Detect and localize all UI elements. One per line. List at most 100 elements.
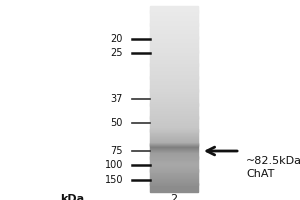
Bar xyxy=(150,15,198,16)
Bar xyxy=(150,25,198,26)
Text: 37: 37 xyxy=(111,94,123,104)
Bar xyxy=(150,94,198,95)
Bar xyxy=(150,35,198,36)
Bar xyxy=(150,142,198,143)
Bar xyxy=(150,156,198,157)
Bar xyxy=(150,122,198,123)
Bar xyxy=(150,182,198,183)
Bar xyxy=(150,63,198,65)
Bar xyxy=(150,174,198,175)
Bar xyxy=(150,9,198,10)
Bar xyxy=(150,76,198,78)
Bar xyxy=(150,98,198,99)
Bar xyxy=(150,90,198,92)
Bar xyxy=(150,145,198,146)
Bar xyxy=(150,170,198,172)
Bar xyxy=(150,187,198,188)
Bar xyxy=(150,93,198,94)
Bar xyxy=(150,53,198,54)
Bar xyxy=(150,52,198,53)
Bar xyxy=(150,58,198,59)
Bar xyxy=(150,127,198,128)
Bar xyxy=(150,47,198,48)
Bar xyxy=(150,10,198,12)
Bar xyxy=(150,96,198,97)
Bar xyxy=(150,21,198,22)
Bar xyxy=(150,136,198,137)
Bar xyxy=(150,146,198,147)
Bar xyxy=(150,41,198,42)
Bar xyxy=(150,89,198,90)
Bar xyxy=(150,117,198,119)
Bar xyxy=(150,27,198,28)
Bar xyxy=(150,80,198,81)
Bar xyxy=(150,17,198,18)
Bar xyxy=(150,162,198,163)
Bar xyxy=(150,167,198,168)
Bar xyxy=(150,144,198,146)
Bar xyxy=(150,8,198,9)
Bar xyxy=(150,38,198,39)
Bar xyxy=(150,64,198,66)
Bar xyxy=(150,19,198,20)
Bar xyxy=(150,149,198,150)
Bar xyxy=(150,155,198,156)
Bar xyxy=(150,143,198,144)
Text: 25: 25 xyxy=(110,48,123,58)
Bar xyxy=(150,129,198,130)
Bar xyxy=(150,108,198,109)
Bar xyxy=(150,97,198,98)
Bar xyxy=(150,63,198,64)
Bar xyxy=(150,39,198,40)
Bar xyxy=(150,116,198,117)
Bar xyxy=(150,118,198,119)
Text: kDa: kDa xyxy=(60,194,84,200)
Bar xyxy=(150,158,198,159)
Bar xyxy=(150,169,198,170)
Bar xyxy=(150,24,198,26)
Bar xyxy=(150,129,198,131)
Bar xyxy=(150,79,198,80)
Bar xyxy=(150,105,198,106)
Bar xyxy=(150,120,198,121)
Bar xyxy=(150,177,198,178)
Bar xyxy=(150,166,198,167)
Bar xyxy=(150,10,198,11)
Bar xyxy=(150,132,198,133)
Bar xyxy=(150,84,198,85)
Bar xyxy=(150,154,198,155)
Bar xyxy=(150,50,198,52)
Bar xyxy=(150,16,198,17)
Bar xyxy=(150,26,198,27)
Bar xyxy=(150,66,198,67)
Bar xyxy=(150,163,198,164)
Bar xyxy=(150,124,198,125)
Bar xyxy=(150,48,198,49)
Bar xyxy=(150,46,198,47)
Bar xyxy=(150,179,198,180)
Bar xyxy=(150,157,198,159)
Bar xyxy=(150,88,198,89)
Bar xyxy=(150,103,198,105)
Text: 75: 75 xyxy=(110,146,123,156)
Text: 20: 20 xyxy=(111,34,123,44)
Bar xyxy=(150,173,198,174)
Bar xyxy=(150,138,198,139)
Bar xyxy=(150,172,198,173)
Bar xyxy=(150,113,198,114)
Bar xyxy=(150,71,198,72)
Bar xyxy=(150,61,198,62)
Bar xyxy=(150,189,198,190)
Bar xyxy=(150,114,198,115)
Bar xyxy=(150,91,198,92)
Bar xyxy=(150,188,198,189)
Bar xyxy=(150,49,198,50)
Bar xyxy=(150,50,198,51)
Bar xyxy=(150,148,198,149)
Bar xyxy=(150,22,198,23)
Bar xyxy=(150,13,198,14)
Bar xyxy=(150,183,198,185)
Bar xyxy=(150,143,198,145)
Bar xyxy=(150,169,198,171)
Text: 100: 100 xyxy=(105,160,123,170)
